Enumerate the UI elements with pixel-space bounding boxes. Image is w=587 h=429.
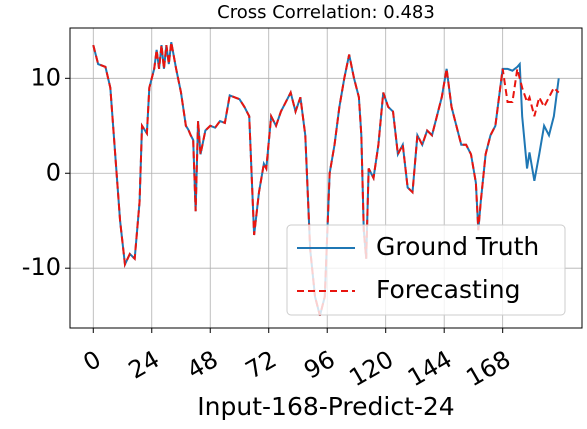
x-tick-label: 168	[462, 345, 516, 392]
x-tick-label: 48	[182, 345, 222, 385]
legend-box	[286, 224, 566, 316]
plot-frame	[69, 27, 583, 329]
x-axis-label: Input-168-Predict-24	[197, 392, 454, 421]
y-tick-label: 10	[30, 63, 61, 91]
chart-title: Cross Correlation: 0.483	[217, 2, 435, 23]
y-tick-label: -10	[22, 253, 61, 281]
x-tick-label: 120	[345, 345, 399, 392]
x-tick-label: 96	[299, 345, 339, 385]
legend-label: Ground Truth	[376, 232, 539, 261]
x-tick-label: 0	[79, 345, 106, 377]
x-tick-label: 72	[241, 345, 281, 385]
y-tick-label: 0	[46, 158, 61, 186]
x-tick-label: 24	[124, 345, 164, 385]
x-tick-label: 144	[403, 345, 457, 392]
legend-label: Forecasting	[376, 275, 520, 304]
